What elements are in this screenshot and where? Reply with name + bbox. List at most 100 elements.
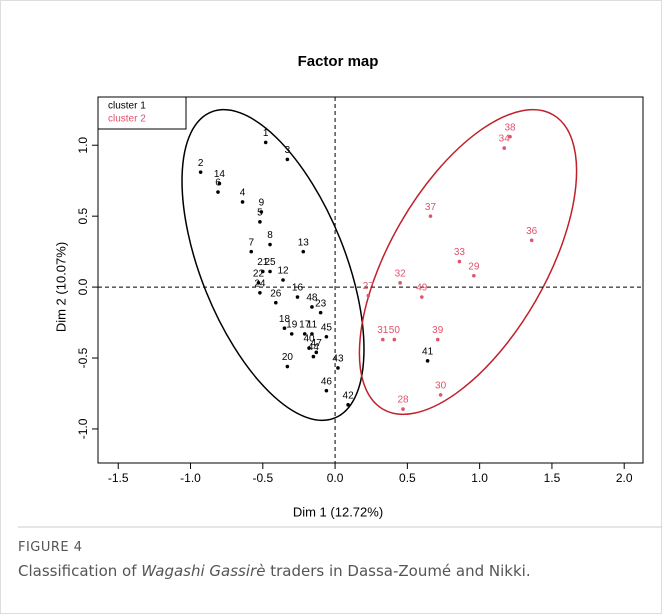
point <box>301 249 306 254</box>
caption-text: traders in Dassa-Zoumé and Nikki. <box>265 562 531 580</box>
y-tick-label: -1.0 <box>76 418 90 439</box>
point-label: 36 <box>526 226 538 237</box>
point <box>310 305 314 309</box>
point-label: 23 <box>315 298 327 309</box>
point <box>366 293 371 298</box>
point-label: 27 <box>363 281 375 292</box>
point <box>336 366 340 370</box>
point <box>508 134 512 139</box>
point <box>289 332 294 336</box>
plot-frame <box>97 96 644 464</box>
point-label: 26 <box>270 288 282 299</box>
x-axis-label: Dim 1 (12.72%) <box>293 504 383 519</box>
point <box>398 281 402 285</box>
point-label: 31 <box>377 325 389 336</box>
x-tick-label: 1.0 <box>471 471 488 485</box>
point-label: 22 <box>253 268 265 279</box>
point-label: 18 <box>279 314 291 325</box>
x-tick-label: 1.5 <box>544 471 561 485</box>
cluster-1-ellipse <box>181 108 365 422</box>
y-tick-label: -0.5 <box>76 347 90 368</box>
caption-italic: Wagashi Gassirè <box>141 562 266 580</box>
point <box>502 146 507 150</box>
point <box>258 220 262 224</box>
point-label: 34 <box>499 134 511 145</box>
point <box>285 364 290 369</box>
legend-box <box>97 96 187 130</box>
point <box>240 200 245 204</box>
legend-entry: cluster 1 <box>108 101 146 112</box>
point-label: 5 <box>257 207 263 218</box>
point <box>268 242 272 247</box>
point <box>261 269 265 274</box>
point <box>259 210 264 214</box>
point-label: 1 <box>263 128 269 139</box>
point <box>263 140 268 145</box>
x-tick-label: -1.5 <box>108 471 129 485</box>
point-label: 38 <box>504 122 516 133</box>
point <box>216 190 220 194</box>
point-label: 13 <box>298 237 310 248</box>
x-tick-label: 2.0 <box>616 471 633 485</box>
point-label: 9 <box>259 198 265 209</box>
y-tick-label: 1.0 <box>76 137 90 154</box>
point-label: 40 <box>303 334 315 345</box>
point-label: 41 <box>422 347 434 358</box>
point-label: 44 <box>308 342 320 353</box>
point-label: 43 <box>332 354 344 365</box>
point <box>425 359 430 363</box>
point-label: 17 <box>299 320 311 331</box>
x-tick-label: -1.0 <box>180 471 201 485</box>
figure-caption: Classification of Wagashi Gassirè trader… <box>18 562 531 580</box>
point <box>314 350 319 355</box>
point-label: 50 <box>389 325 401 336</box>
y-axis-label: Dim 2 (10.07%) <box>53 242 68 332</box>
point-label: 29 <box>468 261 480 272</box>
x-tick-label: 0.5 <box>399 471 416 485</box>
point <box>285 157 290 162</box>
point <box>380 337 385 342</box>
point <box>529 238 534 243</box>
point-label: 4 <box>240 188 246 199</box>
point-label: 33 <box>454 247 466 258</box>
point-label: 48 <box>306 293 318 304</box>
legend-entry: cluster 2 <box>108 114 146 125</box>
point-label: 3 <box>285 145 291 156</box>
chart-title: Factor map <box>298 53 379 70</box>
point-label: 30 <box>435 381 447 392</box>
point <box>428 214 433 218</box>
x-tick-label: 0.0 <box>327 471 344 485</box>
point <box>346 403 350 407</box>
point <box>249 249 254 254</box>
point <box>324 388 329 393</box>
point <box>198 170 203 174</box>
point-label: 21 <box>257 257 269 268</box>
point-label: 37 <box>425 202 437 213</box>
point-label: 19 <box>286 320 298 331</box>
point-label: 46 <box>321 376 333 387</box>
point <box>311 354 316 359</box>
y-tick-label: 0.0 <box>76 278 90 295</box>
point-label: 49 <box>416 283 428 294</box>
point <box>295 295 300 299</box>
point-label: 16 <box>292 283 304 294</box>
point <box>282 326 287 331</box>
point-label: 11 <box>307 320 318 331</box>
point-label: 14 <box>214 169 226 180</box>
point <box>392 337 397 342</box>
point <box>438 393 443 397</box>
point <box>435 337 440 342</box>
point <box>310 332 314 336</box>
point <box>268 269 272 274</box>
point-label: 28 <box>397 395 409 406</box>
point-label: 32 <box>395 268 407 279</box>
cluster-2-ellipse <box>358 108 578 416</box>
point <box>256 281 261 285</box>
point <box>258 290 262 295</box>
point-label: 12 <box>277 266 289 277</box>
caption-text: Classification of <box>18 562 142 580</box>
figure-label: FIGURE 4 <box>18 540 83 555</box>
y-tick-label: 0.5 <box>76 207 90 224</box>
